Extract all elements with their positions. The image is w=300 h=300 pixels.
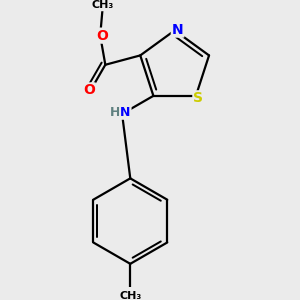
Text: O: O bbox=[96, 28, 108, 43]
Text: CH₃: CH₃ bbox=[92, 0, 114, 10]
Text: O: O bbox=[83, 83, 95, 98]
Text: S: S bbox=[194, 91, 203, 105]
Text: CH₃: CH₃ bbox=[119, 291, 141, 300]
Text: N: N bbox=[120, 106, 130, 119]
Text: N: N bbox=[172, 22, 183, 37]
Text: H: H bbox=[110, 106, 121, 119]
